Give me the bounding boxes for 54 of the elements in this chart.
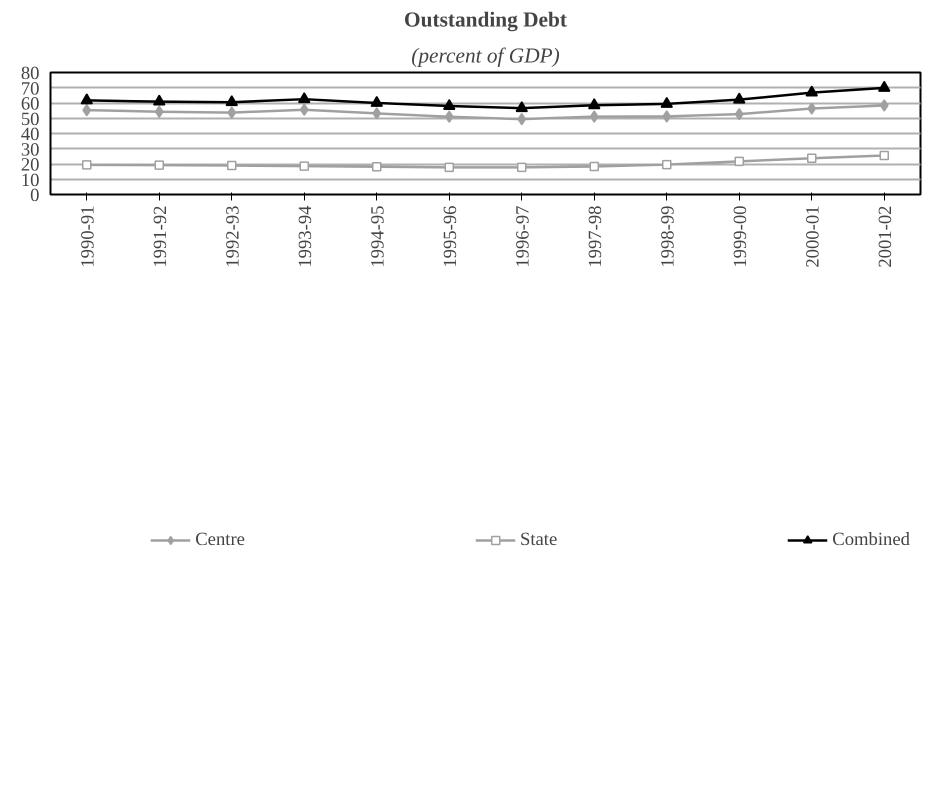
point: [298, 92, 310, 104]
x-tick-label: 1993-94: [294, 204, 316, 268]
point: [444, 110, 454, 123]
x-tick-label: 2001-02: [874, 205, 896, 268]
x-tick-label: 1991-92: [150, 205, 171, 268]
point: [590, 110, 599, 123]
point: [660, 96, 673, 108]
point: [880, 150, 889, 160]
point: [880, 99, 889, 112]
point: [733, 92, 746, 104]
x-tick-label: 1997-98: [584, 205, 606, 268]
point: [80, 93, 93, 104]
legend-label: Combined: [832, 529, 910, 551]
x-tick-label: 1992-93: [222, 205, 244, 268]
x-tick-label: 1998-99: [657, 205, 678, 268]
point: [300, 161, 309, 171]
x-tick-label: 1995-96: [440, 205, 461, 268]
point: [153, 94, 166, 106]
point: [372, 107, 382, 120]
point: [662, 110, 672, 123]
point: [590, 162, 599, 172]
point: [807, 153, 816, 163]
x-tick-label: 1990-91: [77, 205, 98, 268]
point: [734, 156, 744, 166]
point: [443, 98, 456, 110]
y-tick-label: 0: [30, 185, 40, 206]
legend-label: State: [520, 529, 558, 551]
point: [878, 80, 890, 92]
x-tick-label: 2000-01: [802, 205, 824, 268]
chart-subtitle: (percent of GDP): [411, 44, 560, 68]
point: [226, 95, 238, 106]
point: [227, 106, 236, 119]
point: [734, 108, 744, 120]
point: [372, 162, 382, 172]
point: [588, 98, 600, 110]
x-tick-label: 1994-95: [367, 205, 388, 268]
point: [444, 162, 454, 172]
x-tick-label: 1999-00: [730, 205, 751, 268]
point: [154, 160, 164, 170]
point: [806, 86, 818, 97]
point: [227, 160, 236, 170]
point: [517, 162, 526, 172]
point: [154, 105, 164, 118]
point: [300, 103, 309, 116]
x-tick-label: 1996-97: [512, 205, 534, 268]
point: [516, 101, 528, 112]
point: [82, 160, 92, 170]
point: [662, 160, 672, 170]
point: [82, 104, 92, 116]
point: [807, 102, 816, 115]
chart-title: Outstanding Debt: [404, 8, 568, 32]
legend-label: Centre: [195, 529, 245, 551]
point: [370, 96, 383, 107]
point: [517, 112, 526, 126]
